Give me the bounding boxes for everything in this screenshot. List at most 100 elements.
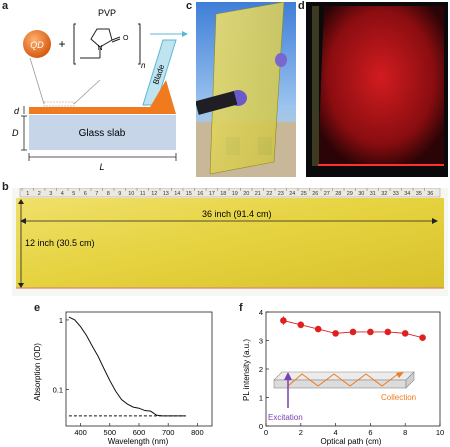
f-ytick-label: 1: [259, 394, 263, 403]
dim-d-label: d: [14, 106, 20, 116]
qd-label: QD: [30, 40, 44, 50]
f-data-point: [297, 321, 305, 329]
ruler-number: 33: [393, 191, 399, 197]
f-xtick-label: 2: [299, 428, 303, 437]
pl-intensity-chart: 0 2 4 6 8 10 0 1 2 3 4 Optical path (cm) PL intens…: [242, 308, 444, 446]
f-ylabel: PL intensity (a.u.): [242, 339, 251, 401]
f-ytick-label: 2: [259, 365, 263, 374]
ruler-number: 31: [370, 191, 376, 197]
ruler-number: 28: [335, 191, 341, 197]
panel-label-d: d: [298, 0, 305, 12]
pvp-label: PVP: [98, 8, 116, 18]
f-xtick-label: 8: [403, 428, 407, 437]
qd-film: [29, 107, 159, 114]
panel-label-f: f: [239, 302, 243, 314]
ruler-number: 14: [174, 191, 180, 197]
ruler-number: 15: [186, 191, 192, 197]
quantum-dot-icon: [23, 30, 51, 58]
e-xlabel: Wavelength (nm): [108, 437, 169, 446]
f-xtick-label: 6: [368, 428, 372, 437]
film-wedge: [146, 80, 176, 114]
ruler-number: 17: [209, 191, 215, 197]
e-xtick-label: 800: [191, 428, 204, 437]
ruler-number: 24: [289, 191, 295, 197]
f-data-point: [314, 325, 322, 333]
f-data-point: [401, 330, 409, 337]
collection-arrow-icon: [396, 372, 404, 378]
pvp-structure: [73, 23, 141, 65]
excitation-label: Excitation: [268, 413, 303, 422]
ruler-number: 8: [107, 191, 110, 197]
e-xtick-label: 600: [133, 428, 146, 437]
dim-D-label: D: [12, 128, 19, 138]
e-xtick-label: 700: [162, 428, 175, 437]
ruler-number: 12: [151, 191, 157, 197]
width-label: 36 inch (91.4 cm): [202, 209, 272, 219]
zoom-line-left: [29, 57, 45, 105]
glowing-slab: [318, 6, 444, 164]
ruler-number: 21: [255, 191, 261, 197]
ruler-number: 23: [278, 191, 284, 197]
ruler-number: 5: [72, 191, 75, 197]
pvp-n-subscript: n: [141, 61, 146, 70]
f-ytick-label: 0: [259, 422, 263, 431]
height-label: 12 inch (30.5 cm): [25, 238, 95, 248]
ruler-number: 20: [243, 191, 249, 197]
ruler-number: 2: [38, 191, 41, 197]
collection-path: [287, 373, 399, 387]
excitation-arrow-icon: [284, 372, 292, 380]
e-absorption-line: [68, 316, 186, 417]
glass-slab: [29, 115, 176, 150]
ruler-number: 35: [416, 191, 422, 197]
ruler-number: 9: [118, 191, 121, 197]
ruler-number: 32: [381, 191, 387, 197]
ruler-number: 10: [128, 191, 134, 197]
waveguide-inset: [273, 371, 415, 408]
schematic-panel: QD + PVP N O n Blade Glass slab d D L: [12, 8, 188, 172]
dim-L-label: L: [99, 162, 104, 172]
yellow-slab: [209, 2, 285, 175]
ruler-number: 4: [61, 191, 64, 197]
ruler-number: 36: [427, 191, 433, 197]
zoom-box: [43, 101, 75, 107]
pvp-oxygen: O: [123, 35, 129, 42]
ruler-number: 19: [232, 191, 238, 197]
plus-sign: +: [58, 37, 65, 51]
ruler-number: 16: [197, 191, 203, 197]
e-ylabel: Absorption (OD): [33, 343, 42, 401]
yellow-coated-slab: [16, 198, 444, 288]
absorption-chart: 400 500 600 700 800 1 0.1 Wavelength (nm) Abso…: [33, 311, 213, 446]
f-data-point: [332, 330, 339, 337]
panel-label-c: c: [186, 0, 193, 12]
ruler-number: 1: [26, 191, 29, 197]
panel-label-e: e: [34, 302, 41, 314]
f-ytick-label: 3: [259, 337, 263, 346]
f-xtick-label: 0: [264, 428, 268, 437]
f-data-point: [367, 328, 374, 336]
ruler-number: 25: [301, 191, 307, 197]
f-data-point: [280, 317, 287, 324]
ruler-numbers: 1 2 3 4 5 6 7 8 9 10 11 12 13 14 15 16 17 18 19 20 21 22 23 24 2…: [21, 188, 433, 197]
ruler-edge: [312, 6, 319, 166]
ruler-number: 6: [84, 191, 87, 197]
ruler-number: 13: [163, 191, 169, 197]
e-plot-frame: [65, 311, 213, 427]
ruler-number: 29: [347, 191, 353, 197]
arm: [196, 91, 238, 115]
gloved-hand-top: [275, 53, 287, 67]
collection-label: Collection: [381, 393, 416, 402]
ruler-number: 26: [312, 191, 318, 197]
f-data-point: [419, 334, 426, 341]
ruler: [19, 188, 441, 198]
f-data-point: [349, 328, 357, 336]
ruler-number: 30: [358, 191, 364, 197]
e-xtick-label: 400: [74, 428, 87, 437]
f-xlabel: Optical path (cm): [321, 437, 382, 446]
ruler-number: 27: [324, 191, 330, 197]
glass-slab-label: Glass slab: [79, 128, 126, 139]
held-slab-photo: [196, 2, 296, 177]
e-ytick-label: 1: [59, 316, 63, 325]
e-xtick-label: 500: [104, 428, 117, 437]
panel-label-a: a: [2, 0, 9, 12]
ruler-number: 7: [95, 191, 98, 197]
